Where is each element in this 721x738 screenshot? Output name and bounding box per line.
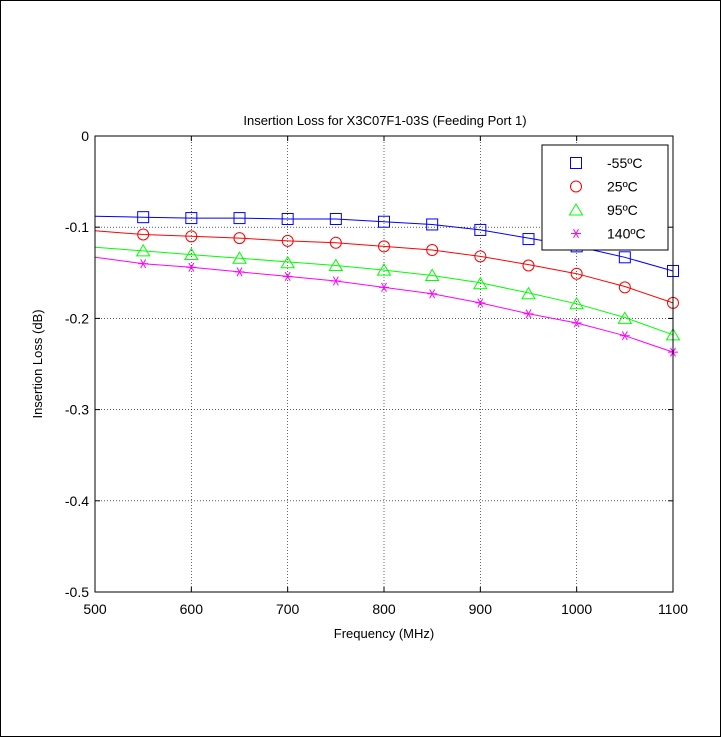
asterisk-stroke <box>525 309 532 319</box>
chart-title: Insertion Loss for X3C07F1-03S (Feeding … <box>243 113 526 128</box>
data-point <box>472 276 488 290</box>
legend-label: 25ºC <box>607 179 638 195</box>
data-point <box>185 212 198 225</box>
data-point <box>376 263 392 276</box>
data-point <box>137 211 150 224</box>
data-point <box>571 318 582 328</box>
asterisk-stroke <box>140 259 147 269</box>
data-point <box>521 286 536 300</box>
data-point <box>135 243 151 257</box>
x-tick-label: 800 <box>372 601 396 617</box>
legend-marker <box>570 180 582 193</box>
asterisk-stroke <box>284 271 291 282</box>
data-point <box>427 289 438 299</box>
data-point <box>281 234 294 247</box>
asterisk-stroke <box>332 276 339 286</box>
data-point <box>232 251 247 264</box>
legend-label: 140ºC <box>607 226 646 242</box>
data-point <box>474 250 487 263</box>
data-point <box>618 251 631 264</box>
legend-label: 95ºC <box>607 202 638 218</box>
x-tick-label: 700 <box>276 601 300 617</box>
data-point <box>138 259 149 269</box>
data-point <box>424 268 440 282</box>
legend-marker <box>570 157 582 169</box>
data-point <box>379 282 389 292</box>
data-point <box>522 233 535 246</box>
asterisk-stroke <box>573 228 579 239</box>
y-tick-label: -0.3 <box>65 402 89 418</box>
legend-label: -55ºC <box>607 155 642 171</box>
x-axis-label: Frequency (MHz) <box>334 626 434 641</box>
data-point <box>280 255 296 269</box>
asterisk-stroke <box>573 318 580 328</box>
data-point <box>328 258 344 272</box>
data-point <box>186 262 197 272</box>
data-point <box>281 212 294 225</box>
data-point <box>569 296 585 310</box>
data-point <box>185 230 198 243</box>
series-line <box>94 246 674 336</box>
series-line <box>94 230 674 304</box>
data-point <box>233 232 246 245</box>
data-point <box>330 276 341 286</box>
data-point <box>426 218 439 231</box>
data-point <box>378 215 390 228</box>
x-tick-label: 900 <box>469 601 493 617</box>
data-point <box>617 311 633 324</box>
data-point <box>137 228 150 241</box>
data-point <box>522 259 535 272</box>
legend-marker <box>568 203 584 216</box>
asterisk-stroke <box>429 289 436 299</box>
data-point <box>475 298 486 308</box>
data-point <box>570 267 583 280</box>
x-tick-label: 1000 <box>561 601 592 617</box>
asterisk-stroke <box>477 298 484 308</box>
data-point <box>618 281 631 294</box>
y-tick-label: 0 <box>81 128 89 144</box>
data-point <box>329 236 342 249</box>
axis-ticks: 500 600 700 800 900 1000 1100 0 -0.1 -0.2 -0.3 -0.4… <box>65 128 688 617</box>
data-point <box>619 331 630 341</box>
data-point <box>378 240 390 253</box>
y-axis-label: Insertion Loss (dB) <box>30 309 45 418</box>
legend: -55ºC 25ºC 95ºC 140ºC <box>541 144 669 251</box>
data-point <box>282 271 293 282</box>
legend-marker <box>571 228 581 239</box>
data-point <box>474 223 487 236</box>
y-tick-label: -0.1 <box>65 219 89 235</box>
asterisk-stroke <box>621 331 628 341</box>
data-point <box>234 267 245 277</box>
x-tick-label: 1100 <box>658 601 688 617</box>
data-point <box>523 309 534 319</box>
legend-box <box>541 144 669 251</box>
y-tick-label: -0.4 <box>65 493 89 509</box>
asterisk-stroke <box>236 267 243 277</box>
data-point <box>329 212 342 225</box>
data-point <box>233 212 246 225</box>
data-point <box>426 244 439 256</box>
data-point <box>183 247 199 261</box>
y-tick-label: -0.5 <box>65 584 89 600</box>
y-tick-label: -0.2 <box>65 310 89 326</box>
x-tick-label: 600 <box>180 601 204 617</box>
x-tick-label: 500 <box>83 601 107 617</box>
asterisk-stroke <box>381 282 387 292</box>
asterisk-stroke <box>188 262 195 272</box>
